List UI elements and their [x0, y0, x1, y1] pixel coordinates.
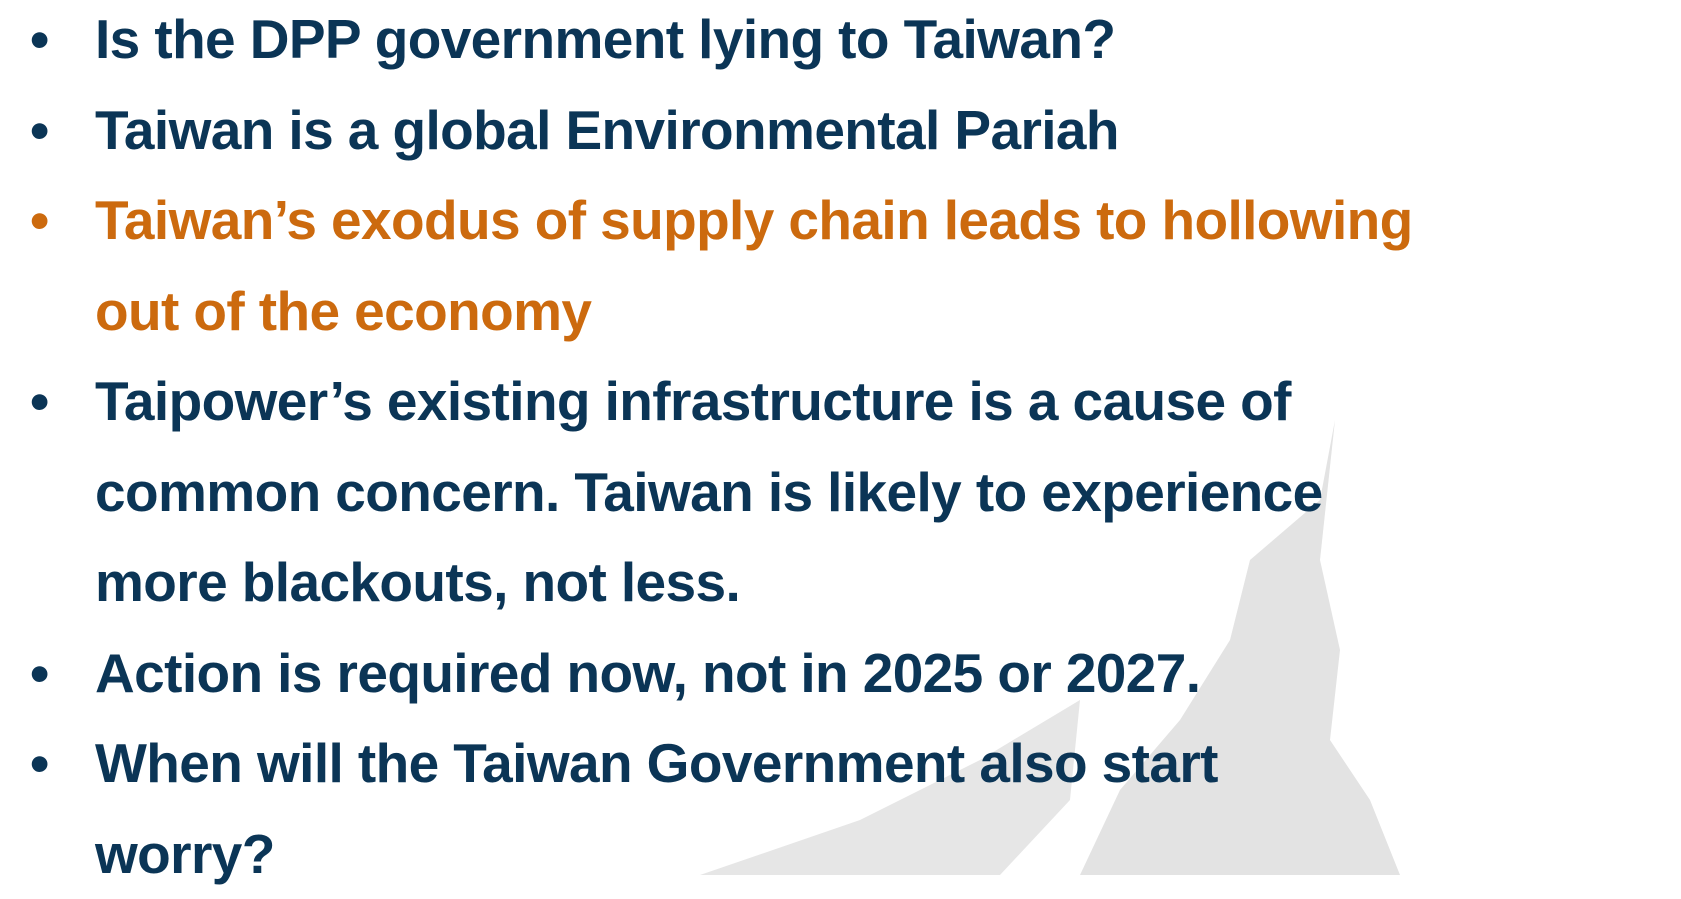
bullet-text: Action is required now, not in 2025 or 2…	[95, 628, 1681, 719]
bullet-item: • Taiwan’s exodus of supply chain leads t…	[0, 175, 1681, 356]
bullet-dot: •	[30, 628, 49, 719]
bullet-text: Taiwan’s exodus of supply chain leads to…	[95, 175, 1681, 266]
slide: •Is the DPP government lying to Taiwan?•…	[0, 0, 1681, 875]
bullet-text: common concern. Taiwan is likely to expe…	[95, 447, 1681, 538]
bullet-dot: •	[30, 718, 49, 809]
bullet-text: When will the Taiwan Government also sta…	[95, 718, 1681, 809]
bullet-text: more blackouts, not less.	[95, 537, 1681, 628]
bullet-text: Taipower’s existing infrastructure is a …	[95, 356, 1681, 447]
bullet-text: out of the economy	[95, 266, 1681, 357]
bullet-item: • Taipower’s existing infrastructure is a…	[0, 356, 1681, 628]
bullet-dot: •	[30, 356, 49, 447]
bullet-item: • Is the DPP government lying to Taiwan?	[0, 0, 1681, 85]
bullet-dot: •	[30, 85, 49, 176]
bullet-dot: •	[30, 175, 49, 266]
bullet-text: Is the DPP government lying to Taiwan?	[95, 0, 1681, 85]
bullet-dot: •	[30, 0, 49, 85]
bullet-text: Taiwan is a global Environmental Pariah	[95, 85, 1681, 176]
bullet-item: • Action is required now, not in 2025 or …	[0, 628, 1681, 719]
bullet-item: • When will the Taiwan Government also st…	[0, 718, 1681, 899]
bullet-text: worry?	[95, 809, 1681, 899]
bullet-item: • Taiwan is a global Environmental Pariah	[0, 85, 1681, 176]
